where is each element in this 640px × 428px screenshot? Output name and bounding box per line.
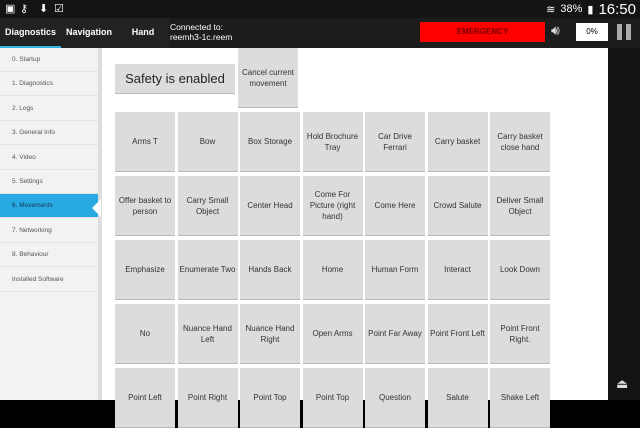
movement-button[interactable]: Carry basket xyxy=(427,112,488,172)
movement-button[interactable]: Center Head xyxy=(240,176,300,236)
movement-button[interactable]: Point Front Right. xyxy=(490,304,550,364)
movement-button[interactable]: Open Arms xyxy=(302,304,363,364)
sidebar-item[interactable]: 8. Behaviour xyxy=(0,243,98,268)
safety-button[interactable]: Safety is enabled xyxy=(115,64,235,94)
movement-button[interactable]: Deliver Small Object xyxy=(490,176,550,236)
movement-button[interactable]: Emphasize xyxy=(115,240,175,300)
movement-button[interactable]: Question xyxy=(365,368,425,428)
sidebar-item[interactable]: 0. Startup xyxy=(0,48,98,72)
tab-diagnostics[interactable]: Diagnostics xyxy=(0,18,62,48)
sidebar-item[interactable]: 6. Movements xyxy=(0,194,98,219)
movement-button[interactable]: Car Drive Ferrari xyxy=(365,112,425,172)
speaker-icon[interactable]: 🔊︎ xyxy=(551,22,560,38)
download-icon: ⬇ xyxy=(39,3,49,15)
status-right: ≋ 38% ▮ 16:50 xyxy=(546,0,636,18)
movement-button[interactable]: Crowd Salute xyxy=(427,176,488,236)
movement-button[interactable]: Bow xyxy=(177,112,238,172)
battery-level: 38% xyxy=(560,3,583,15)
sidebar-item[interactable]: 5. Settings xyxy=(0,170,98,194)
movement-button[interactable]: Carry Small Object xyxy=(177,176,238,236)
movement-button[interactable]: Human Form xyxy=(365,240,425,300)
movement-button[interactable]: Offer basket to person xyxy=(115,176,175,236)
movement-button[interactable]: Look Down xyxy=(490,240,550,300)
sidebar-item[interactable]: 3. General Info xyxy=(0,121,98,146)
gallery-icon: ▣ xyxy=(5,3,16,15)
connection-host: reemh3-1c.reem xyxy=(170,32,233,42)
sidebar-item[interactable]: 4. Video xyxy=(0,146,98,170)
emergency-button[interactable]: EMERGENCY xyxy=(420,22,545,42)
pause-icon[interactable] xyxy=(617,24,631,40)
sidebar-item[interactable]: Installed Software xyxy=(0,268,98,292)
joystick-icon[interactable]: ⏏ xyxy=(616,376,629,391)
movement-button[interactable]: Point Top xyxy=(302,368,363,428)
movement-button[interactable]: Hands Back xyxy=(240,240,300,300)
movement-button[interactable]: Point Far Away xyxy=(365,304,425,364)
movement-button[interactable]: Nuance Hand Right xyxy=(240,304,300,364)
movement-button[interactable]: Enumerate Two xyxy=(177,240,238,300)
clock: 16:50 xyxy=(598,0,636,18)
tab-bar: Diagnostics Navigation Hand xyxy=(0,18,170,48)
sidebar-divider xyxy=(98,48,102,400)
tab-navigation[interactable]: Navigation xyxy=(66,27,113,37)
connection-label: Connected to: xyxy=(170,22,223,32)
movement-button[interactable]: Point Right xyxy=(177,368,238,428)
sidebar-item[interactable]: 2. Logs xyxy=(0,97,98,121)
active-indicator xyxy=(92,199,101,217)
movement-button[interactable]: Box Storage xyxy=(240,112,300,172)
volume-field[interactable]: 0% xyxy=(576,23,608,41)
movement-button[interactable]: Nuance Hand Left xyxy=(177,304,238,364)
movement-button[interactable]: Carry basket close hand xyxy=(490,112,550,172)
key-icon: ⚷ xyxy=(20,3,29,15)
right-bar xyxy=(608,48,640,400)
connection-info: Connected to: reemh3-1c.reem xyxy=(170,22,232,42)
wifi-icon: ≋ xyxy=(546,3,556,16)
sidebar-item[interactable]: 7. Networking xyxy=(0,219,98,243)
movement-button[interactable]: Point Top xyxy=(240,368,300,428)
movement-button[interactable]: Interact xyxy=(427,240,488,300)
movement-button[interactable]: Home xyxy=(302,240,363,300)
header: Diagnostics Navigation Hand Connected to… xyxy=(0,18,640,48)
cancel-movement-button[interactable]: Cancel current movement xyxy=(238,48,298,108)
movement-button[interactable]: Salute xyxy=(427,368,488,428)
sidebar: 0. Startup 1. Diagnostics 2. Logs 3. Genera… xyxy=(0,48,98,400)
movement-button[interactable]: No xyxy=(115,304,175,364)
movement-button[interactable]: Hold Brochure Tray xyxy=(302,112,363,172)
movement-button[interactable]: Point Left xyxy=(115,368,175,428)
sidebar-item[interactable]: 1. Diagnostics xyxy=(0,72,98,97)
movement-button[interactable]: Come Here xyxy=(365,176,425,236)
battery-icon: ▮ xyxy=(587,3,594,16)
movement-button[interactable]: Come For Picture (right hand) xyxy=(302,176,363,236)
clipboard-check-icon: ☑ xyxy=(54,3,64,15)
status-bar: ▣ ⚷ ⬇ ☑ ≋ 38% ▮ 16:50 xyxy=(0,0,640,18)
tab-hand[interactable]: Hand xyxy=(131,27,155,37)
movement-button[interactable]: Arms T xyxy=(115,112,175,172)
movement-button[interactable]: Shake Left xyxy=(490,368,550,428)
movement-button[interactable]: Point Front Left xyxy=(427,304,488,364)
